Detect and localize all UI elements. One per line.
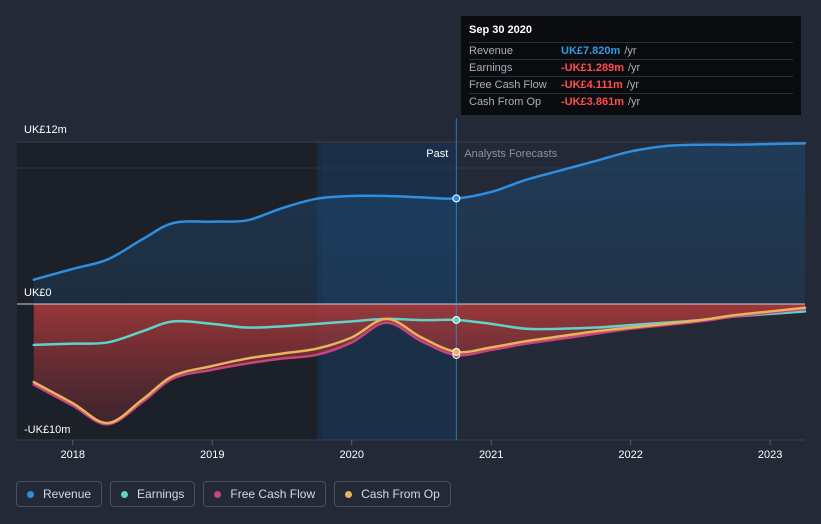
tooltip-row-earnings: Earnings -UK£1.289m /yr	[469, 59, 793, 76]
legend-label: Free Cash Flow	[230, 487, 316, 501]
tooltip-unit: /yr	[627, 96, 641, 108]
x-tick-label: 2018	[61, 449, 85, 461]
free-cash-flow-dot-icon	[214, 490, 222, 498]
past-label: Past	[426, 148, 448, 160]
legend-item-revenue[interactable]: Revenue	[16, 481, 103, 507]
tooltip-date: Sep 30 2020	[469, 24, 532, 36]
x-tick-label: 2020	[339, 449, 363, 461]
legend-item-earnings[interactable]: Earnings	[110, 481, 196, 507]
legend-label: Cash From Op	[361, 487, 440, 501]
tooltip-label: Cash From Op	[469, 96, 542, 108]
x-tick-label: 2021	[479, 449, 503, 461]
tooltip-label: Earnings	[469, 62, 513, 74]
tooltip-unit: /yr	[627, 62, 641, 74]
x-tick-label: 2023	[758, 449, 782, 461]
cash-from-op-dot-icon	[345, 490, 353, 498]
legend-item-free-cash-flow[interactable]: Free Cash Flow	[203, 481, 327, 507]
legend-label: Earnings	[137, 487, 185, 501]
earnings-dot-icon	[121, 490, 129, 498]
tooltip-value: -UK£3.861m	[561, 96, 624, 108]
tooltip-unit: /yr	[626, 79, 639, 91]
tooltip-value: -UK£1.289m	[561, 62, 624, 74]
legend-label: Revenue	[43, 487, 92, 501]
tooltip-row-revenue: Revenue UK£7.820m /yr	[469, 42, 793, 59]
marker-earnings	[452, 315, 461, 324]
marker-cash-from-op	[452, 347, 461, 356]
series-line-revenue	[32, 142, 807, 281]
tooltip-unit: /yr	[624, 45, 637, 57]
legend: Revenue Earnings Free Cash Flow Cash Fro…	[16, 481, 451, 507]
tooltip-row-free-cash-flow: Free Cash Flow -UK£4.111m /yr	[469, 76, 793, 93]
y-tick-label: UK£12m	[24, 124, 67, 136]
tooltip: Sep 30 2020 Revenue UK£7.820m /yr Earnin…	[461, 16, 801, 115]
x-tick-label: 2019	[200, 449, 224, 461]
series-line-cash-from-op	[32, 306, 807, 425]
tooltip-label: Free Cash Flow	[469, 79, 547, 91]
x-tick-label: 2022	[618, 449, 642, 461]
legend-item-cash-from-op[interactable]: Cash From Op	[334, 481, 451, 507]
forecast-label: Analysts Forecasts	[464, 148, 557, 160]
tooltip-value: UK£7.820m	[561, 45, 621, 57]
y-tick-label: -UK£10m	[24, 424, 70, 436]
tooltip-label: Revenue	[469, 45, 514, 57]
tooltip-value: -UK£4.111m	[561, 79, 623, 91]
y-tick-label: UK£0	[24, 287, 52, 299]
negative-area	[33, 304, 806, 425]
tooltip-row-cash-from-op: Cash From Op -UK£3.861m /yr	[469, 93, 793, 110]
revenue-area	[33, 143, 806, 304]
revenue-dot-icon	[27, 490, 34, 498]
marker-revenue	[452, 194, 461, 203]
